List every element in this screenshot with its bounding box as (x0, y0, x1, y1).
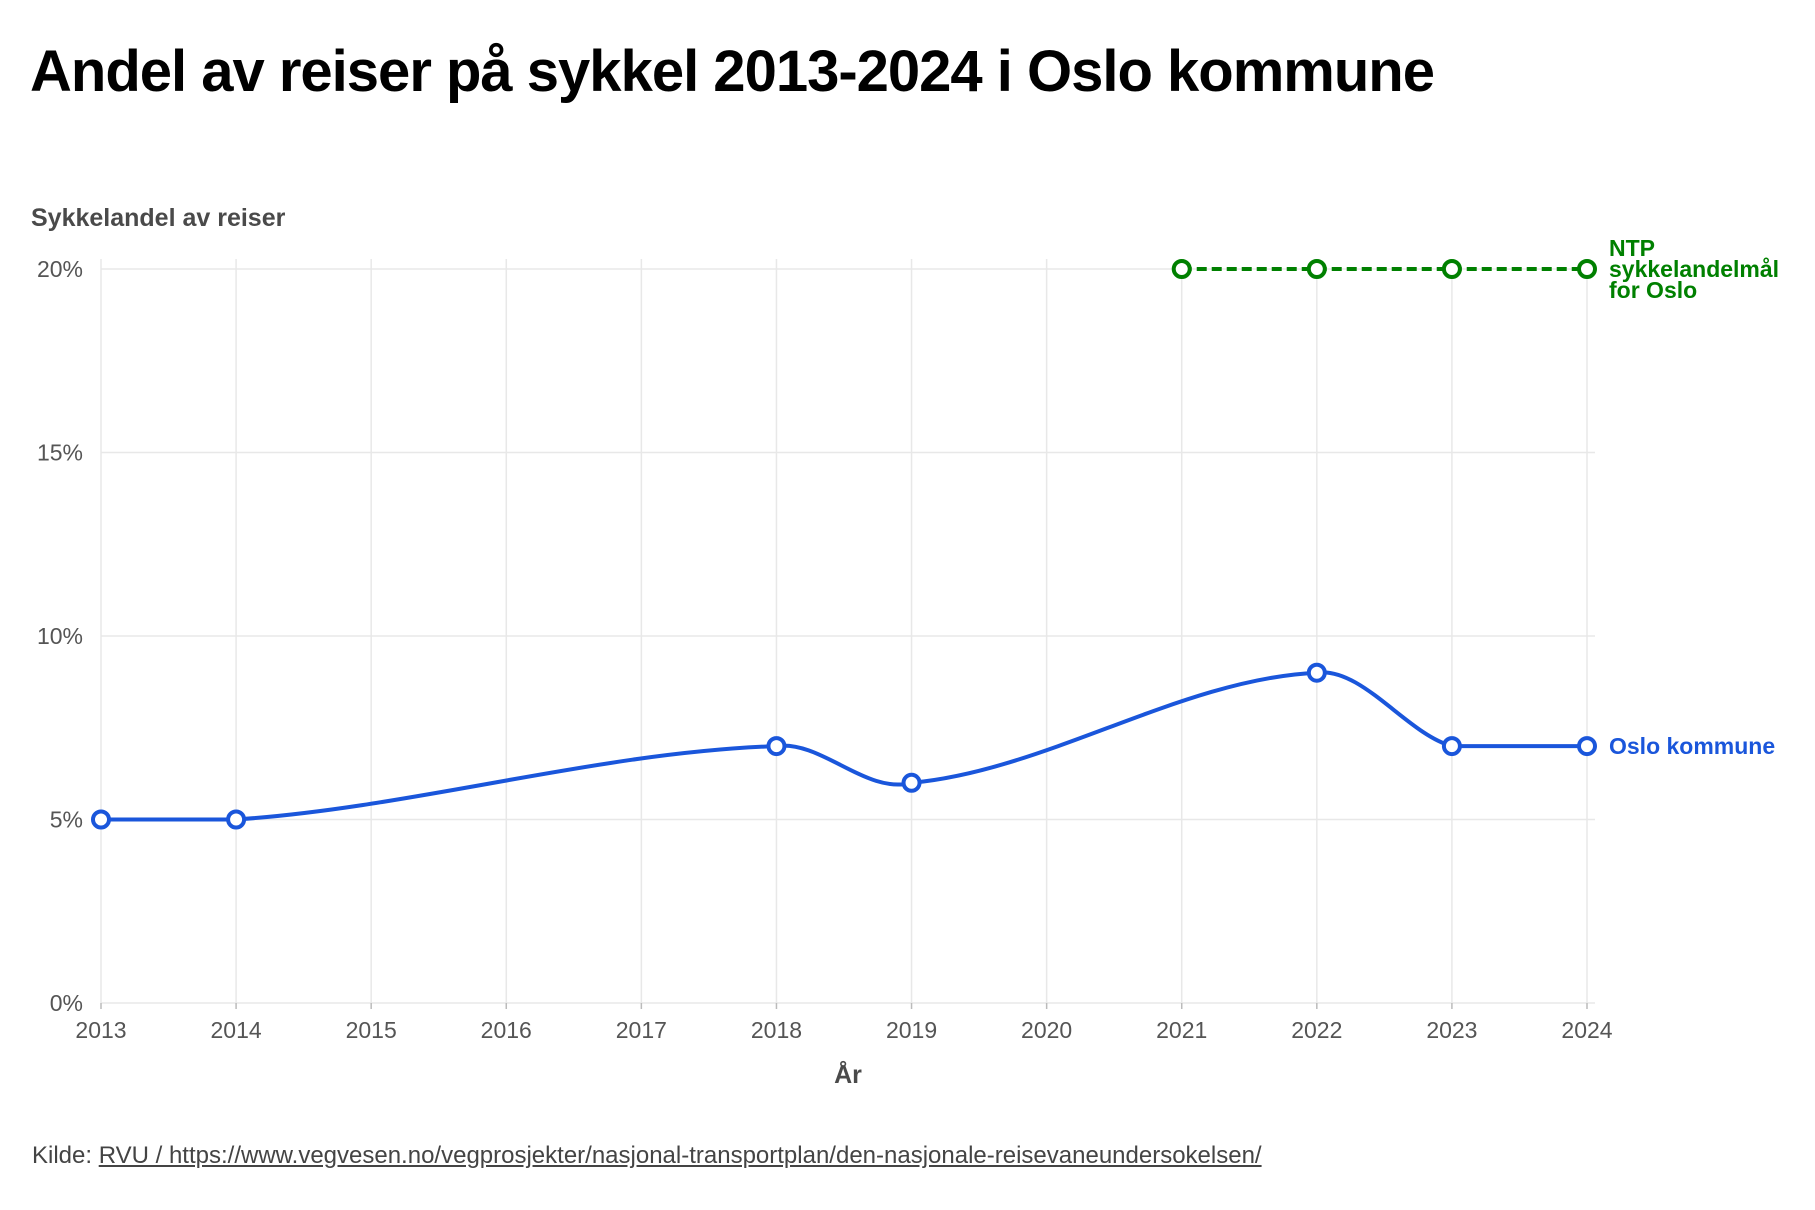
y-tick-label: 10% (37, 623, 83, 649)
x-axis-title: År (834, 1060, 862, 1089)
x-tick-label: 2020 (1021, 1017, 1072, 1043)
data-point (1171, 259, 1192, 279)
y-axis-title: Sykkelandel av reiser (31, 204, 286, 232)
data-point (901, 772, 922, 793)
x-tick-label: 2023 (1426, 1017, 1477, 1043)
x-tick-label: 2017 (616, 1017, 667, 1043)
series-label: Oslo kommune (1609, 733, 1775, 759)
chart-title: Andel av reiser på sykkel 2013-2024 i Os… (30, 39, 1435, 104)
y-tick-label: 20% (37, 256, 83, 282)
series-line (101, 670, 1587, 822)
source-link[interactable]: RVU / https://www.vegvesen.no/vegprosjek… (98, 1142, 1262, 1169)
data-point (1577, 736, 1597, 757)
data-point (226, 809, 247, 830)
x-tick-label: 2024 (1561, 1017, 1612, 1043)
data-point (1306, 662, 1327, 683)
x-tick-label: 2022 (1291, 1017, 1342, 1043)
data-point (1441, 736, 1462, 757)
data-point (1441, 259, 1462, 279)
y-tick-label: 5% (50, 807, 83, 833)
series-label-line: for Oslo (1609, 277, 1697, 303)
series-label: NTP sykkelandelmål for Oslo (1609, 235, 1779, 303)
data-point (766, 736, 787, 757)
series-label-line: sykkelandelmål (1609, 256, 1779, 282)
y-tick-label: 0% (50, 990, 83, 1016)
y-tick-label: 15% (37, 440, 83, 466)
data-point (1577, 259, 1597, 279)
source-note: Kilde: RVU / https://www.vegvesen.no/veg… (32, 1142, 1262, 1170)
x-tick-label: 2019 (886, 1017, 937, 1043)
data-point (1306, 259, 1327, 279)
x-tick-label: 2014 (211, 1017, 262, 1043)
x-tick-label: 2018 (751, 1017, 802, 1043)
x-tick-label: 2016 (481, 1017, 532, 1043)
x-tick-label: 2015 (346, 1017, 397, 1043)
series-label-line: NTP (1609, 235, 1655, 261)
data-point (91, 809, 111, 830)
x-tick-label: 2013 (75, 1017, 126, 1043)
source-prefix: Kilde: (32, 1142, 99, 1169)
x-tick-label: 2021 (1156, 1017, 1207, 1043)
